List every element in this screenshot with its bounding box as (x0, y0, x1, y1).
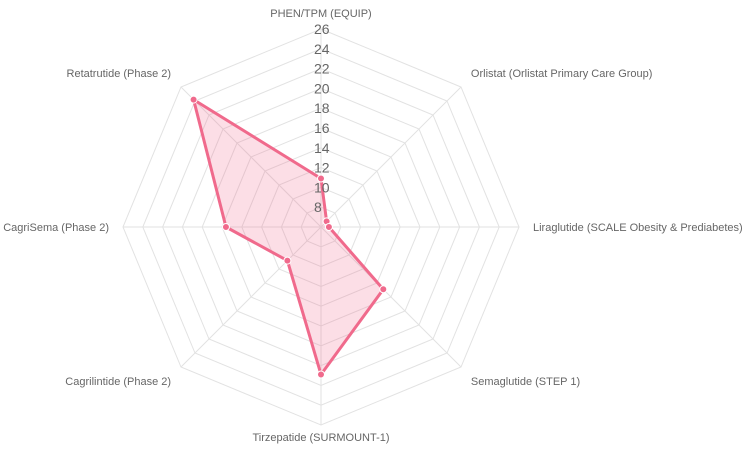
axis-label-7: Retatrutide (Phase 2) (67, 68, 172, 80)
tick-label-20: 20 (314, 80, 330, 96)
data-point-2[interactable] (324, 223, 333, 231)
radar-grid (122, 28, 520, 426)
data-point-5[interactable] (283, 256, 292, 265)
radar-axis-labels: PHEN/TPM (EQUIP) Orlistat (Orlistat Prima… (3, 8, 743, 444)
grid-spoke-7 (180, 86, 322, 228)
tick-label-18: 18 (314, 100, 330, 116)
grid-spoke-3 (320, 226, 462, 368)
series-area-0 (192, 98, 385, 377)
data-point-7[interactable] (189, 95, 198, 104)
axis-label-2: Liraglutide (SCALE Obesity & Prediabetes… (533, 222, 743, 234)
tick-label-22: 22 (314, 61, 330, 77)
tick-label-12: 12 (314, 160, 330, 176)
axis-label-5: Cagrilintide (Phase 2) (65, 376, 171, 388)
data-point-0[interactable] (317, 174, 325, 183)
radar-ticks: 8 10 12 14 16 18 20 22 24 26 (314, 21, 330, 215)
tick-label-14: 14 (314, 140, 330, 156)
grid-spoke-5 (180, 226, 322, 368)
axis-label-4: Tirzepatide (SURMOUNT-1) (252, 432, 389, 444)
tick-label-26: 26 (314, 21, 330, 37)
axis-label-6: CagriSema (Phase 2) (3, 222, 109, 234)
data-point-4[interactable] (317, 370, 325, 379)
axis-label-1: Orlistat (Orlistat Primary Care Group) (471, 68, 653, 80)
tick-label-24: 24 (314, 41, 330, 57)
tick-label-8: 8 (314, 199, 322, 215)
data-point-3[interactable] (379, 285, 388, 294)
axis-label-0: PHEN/TPM (EQUIP) (270, 8, 371, 20)
tick-label-10: 10 (314, 179, 330, 195)
data-point-6[interactable] (221, 223, 230, 231)
axis-label-3: Semaglutide (STEP 1) (471, 376, 580, 388)
tick-label-16: 16 (314, 120, 330, 136)
grid-spoke-1 (320, 86, 462, 228)
radar-series (189, 95, 388, 379)
